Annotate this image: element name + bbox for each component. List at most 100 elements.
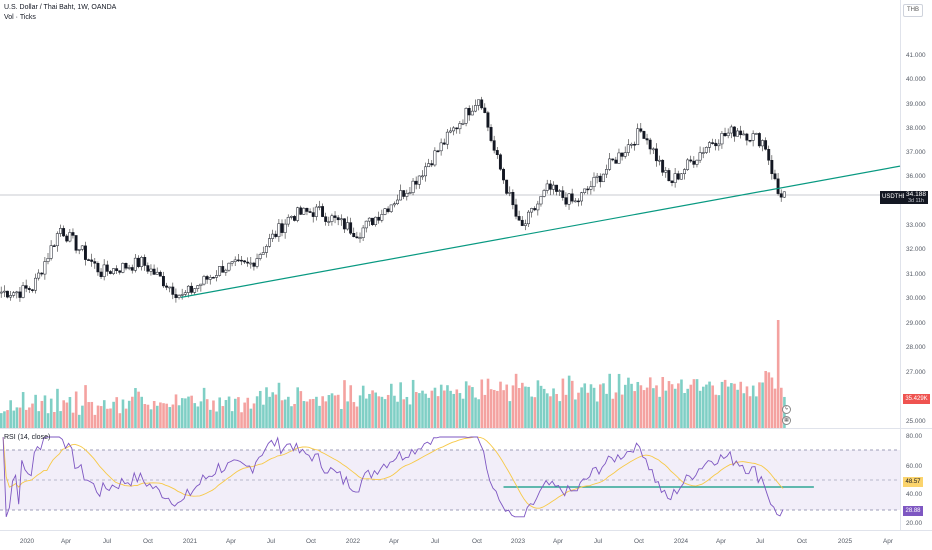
volume-bar [386,394,390,428]
volume-bar [65,402,69,428]
candle [9,295,13,298]
candle [305,207,309,212]
volume-bar [776,320,780,428]
volume-bar [190,395,193,428]
trendlines[interactable] [180,165,901,488]
volume-bar [262,404,265,428]
candle [317,206,321,208]
candle [614,159,618,164]
candle [221,266,225,273]
candle [112,268,115,274]
candle [639,128,643,132]
volume-bar [140,396,143,428]
volume-bar [455,389,459,428]
volume-bar [483,394,487,428]
volume-bar [658,396,661,428]
volume-bar [24,409,28,428]
candle [12,292,16,296]
candle [118,270,122,273]
candle [211,277,215,279]
volume-bar [390,383,393,428]
volume-bar [146,404,150,428]
candle [754,133,758,135]
volume-bar [271,392,275,428]
candle [40,272,44,275]
volume-bar [71,412,75,428]
candle [314,206,318,217]
volume-bar [333,395,337,428]
candle [271,233,275,239]
candle [776,178,780,194]
candle [601,173,605,183]
volume-bar [15,407,19,428]
volume-bar [533,397,537,428]
volume-bar [458,393,462,428]
candle [698,152,702,161]
currency-badge[interactable]: THB [903,4,923,17]
price-pane[interactable] [0,0,900,428]
time-axis-tick: Oct [143,538,153,545]
volume-bar [686,388,689,428]
candle [564,197,568,205]
volume-bar [346,401,349,428]
volume-bar [673,388,677,428]
volume-bar [127,400,131,428]
candle [186,285,190,293]
volume-bar [290,406,293,428]
candle [767,149,771,161]
volume-bar [474,397,477,428]
lightning-icon[interactable]: ϟ [782,405,791,414]
volume-bar [755,396,758,428]
candle [321,206,325,217]
volume-bar [586,392,590,428]
time-axis-tick: Jul [103,538,111,545]
volume-bar [393,395,396,428]
candle [626,144,630,153]
volume-bar [555,394,558,428]
candle [567,193,571,205]
candle [732,126,736,137]
candle [595,175,599,178]
volume-bar [570,380,574,428]
candle [642,131,646,139]
time-axis-tick: Jul [267,538,275,545]
time-axis-tick: Jul [431,538,439,545]
candle [80,245,84,250]
candle [289,216,293,218]
volume-bar [449,390,452,428]
candle [46,258,50,262]
candle [130,267,134,271]
candle [149,268,153,272]
volume-bar [227,396,231,428]
candle [773,173,777,180]
volume-bar [134,388,137,428]
candle [102,264,106,277]
candle [90,259,94,262]
time-axis-tick: Apr [716,538,727,545]
candle [573,200,577,203]
calendar-icon[interactable]: ▦ [782,416,791,425]
volume-bar [427,397,431,428]
volume-bar [405,396,409,428]
volume-bar [589,384,593,428]
volume-bar [627,377,630,428]
candle [433,150,437,166]
candle [299,207,303,215]
volume-bar [514,373,518,428]
volume-bar [723,379,727,428]
volume-bar [299,391,303,428]
price-trendline[interactable] [180,165,901,298]
candle [492,140,496,151]
candle [77,249,81,251]
candle [576,200,580,203]
volume-bar [280,400,284,428]
candle [15,291,19,294]
candle [483,107,487,113]
candle [436,150,440,153]
volume-bar [770,377,774,428]
candle [18,291,22,298]
candle [742,133,746,136]
volume-bar [499,381,502,428]
candle [374,216,378,225]
